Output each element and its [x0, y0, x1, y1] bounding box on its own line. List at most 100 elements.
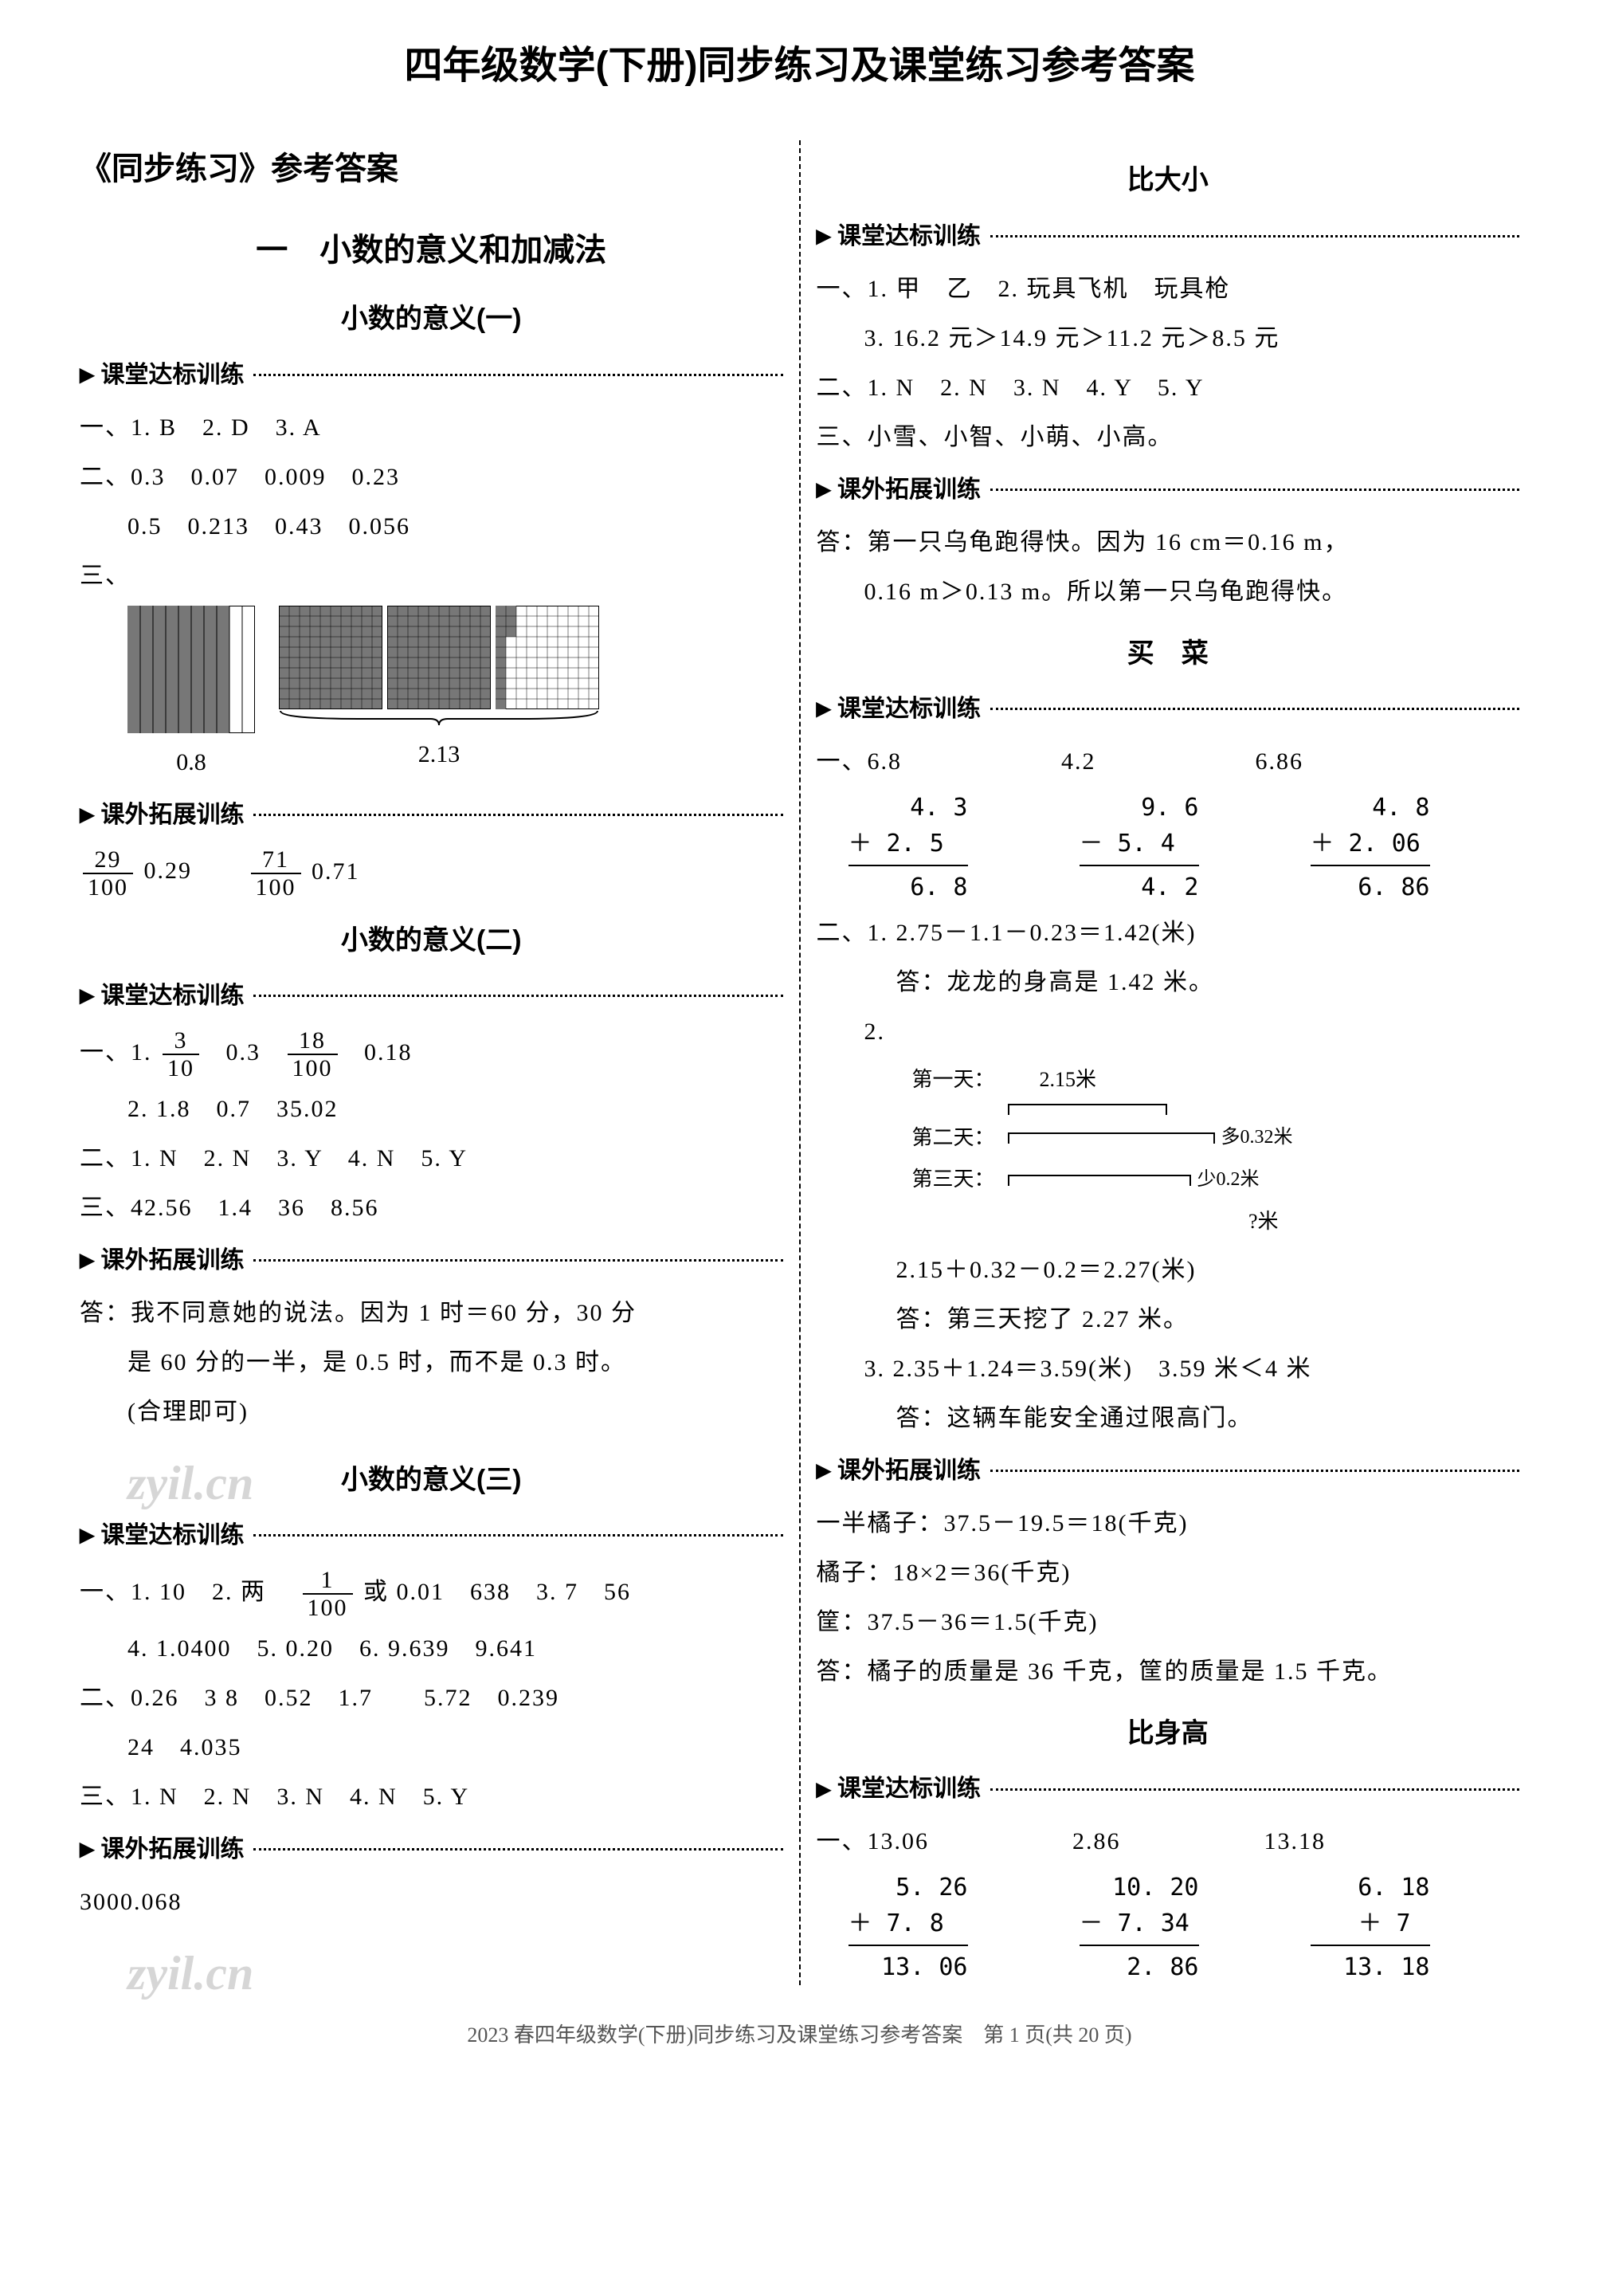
- answer-line: 一半橘子：37.5－19.5＝18(千克): [817, 1502, 1520, 1545]
- answer-line: 一、1. 310 0.3 18100 0.18: [80, 1027, 783, 1081]
- ext-training-head: 课外拓展训练: [80, 794, 783, 837]
- day-label: 第三天：: [912, 1161, 1008, 1199]
- section-heading: 小数的意义(二): [80, 916, 783, 965]
- denominator: 100: [83, 874, 133, 901]
- dot-leader: [253, 814, 782, 816]
- class-training-head: 课堂达标训练: [80, 1514, 783, 1557]
- answer-line: 三、42.56 1.4 36 8.56: [80, 1187, 783, 1230]
- denominator: 100: [303, 1595, 353, 1621]
- answer-line: 是 60 分的一半，是 0.5 时，而不是 0.3 时。: [80, 1341, 783, 1384]
- difference: 2. 86: [1080, 1949, 1199, 1985]
- class-training-head: 课堂达标训练: [817, 1768, 1520, 1811]
- subhead-label: 课外拓展训练: [837, 469, 981, 512]
- label: 一、1.: [80, 1039, 152, 1066]
- bar-icon: [1008, 1175, 1191, 1186]
- answer-line: 2.: [817, 1011, 1520, 1054]
- class-training-head: 课堂达标训练: [817, 688, 1520, 731]
- fraction: 29100: [83, 846, 133, 901]
- answer-line: 2. 1.8 0.7 35.02: [80, 1088, 783, 1131]
- book-title: 《同步练习》参考答案: [80, 140, 783, 198]
- label: 一、1. 10 2. 两: [80, 1579, 292, 1605]
- grid-diagrams: 0.8: [127, 606, 783, 784]
- denominator: 100: [251, 874, 301, 901]
- arithmetic-row: 5. 26 ＋ 7. 8 13. 06 10. 20 － 7. 34 2. 86…: [848, 1870, 1520, 1985]
- answer-line: 答：这辆车能安全通过限高门。: [817, 1397, 1520, 1440]
- subhead-label: 课堂达标训练: [837, 688, 981, 731]
- grid-svg: [496, 606, 599, 709]
- class-training-head: 课堂达标训练: [80, 354, 783, 397]
- left-column: 《同步练习》参考答案 一 小数的意义和加减法 小数的意义(一) 课堂达标训练 一…: [64, 140, 801, 1985]
- minuend: 10. 20: [1080, 1870, 1199, 1905]
- right-column: 比大小 课堂达标训练 一、1. 甲 乙 2. 玩具飞机 玩具枪 3. 16.2 …: [801, 140, 1536, 1985]
- value: 4.2: [1061, 740, 1096, 783]
- dot-leader: [990, 1788, 1519, 1791]
- grid-svg: [387, 606, 491, 709]
- day-note: 多0.32米: [1221, 1121, 1293, 1155]
- arithmetic-row: 4. 3 ＋ 2. 5 6. 8 9. 6 － 5. 4 4. 2 4. 8 ＋…: [848, 790, 1520, 905]
- dot-leader: [253, 1848, 782, 1851]
- ext-training-head: 课外拓展训练: [80, 1828, 783, 1871]
- answer-line: 答：龙龙的身高是 1.42 米。: [817, 961, 1520, 1004]
- numerator: 18: [288, 1027, 338, 1055]
- subhead-label: 课堂达标训练: [100, 1514, 244, 1557]
- subhead-label: 课堂达标训练: [837, 215, 981, 258]
- numerator: 1: [303, 1567, 353, 1595]
- answer-line: 2.15＋0.32－0.2＝2.27(米): [817, 1249, 1520, 1292]
- answer-line: 0.5 0.213 0.43 0.056: [80, 505, 783, 548]
- subhead-label: 课外拓展训练: [100, 794, 244, 837]
- brace-icon: [279, 709, 599, 725]
- dot-leader: [990, 235, 1519, 237]
- value: 一、6.8: [817, 740, 903, 783]
- grid-svg: [127, 606, 255, 733]
- answer-line: 0.16 m＞0.13 m。所以第一只乌龟跑得快。: [817, 571, 1520, 614]
- answer-line: 三、小雪、小智、小萌、小高。: [817, 416, 1520, 459]
- answer-line: 一、1. 10 2. 两 1100 或 0.01 638 3. 7 56: [80, 1567, 783, 1621]
- subtraction: 9. 6 － 5. 4 4. 2: [1080, 790, 1199, 905]
- answer-line: 一、13.06 2.86 13.18: [817, 1820, 1520, 1863]
- fraction: 1100: [303, 1567, 353, 1621]
- value: 0.18: [364, 1039, 413, 1066]
- grid-label: 0.8: [176, 741, 206, 784]
- addend: 5. 26: [848, 1870, 968, 1905]
- value: 或 0.01 638 3. 7 56: [363, 1579, 631, 1605]
- grid-svg: [279, 606, 382, 709]
- value: 0.3: [226, 1039, 261, 1066]
- dot-leader: [253, 374, 782, 376]
- page-footer: 2023 春四年级数学(下册)同步练习及课堂练习参考答案 第 1 页(共 20 …: [64, 2017, 1535, 2055]
- day-note: 少0.2米: [1197, 1163, 1260, 1197]
- subhead-label: 课堂达标训练: [837, 1768, 981, 1811]
- day-row: 第二天： 多0.32米: [912, 1120, 1520, 1157]
- answer-line: 29100 0.29 71100 0.71: [80, 846, 783, 901]
- class-training-head: 课堂达标训练: [80, 975, 783, 1018]
- value: 6.86: [1256, 740, 1304, 783]
- chapter-heading: 一 小数的意义和加减法: [80, 222, 783, 279]
- subhead-label: 课外拓展训练: [837, 1450, 981, 1493]
- dot-leader: [253, 1259, 782, 1262]
- fraction: 310: [163, 1027, 199, 1081]
- subtrahend: － 5. 4: [1080, 826, 1175, 861]
- answer-line: 答：我不同意她的说法。因为 1 时＝60 分，30 分: [80, 1292, 783, 1335]
- subtraction: 10. 20 － 7. 34 2. 86: [1080, 1870, 1199, 1985]
- numerator: 71: [251, 846, 301, 874]
- grid-2.13: 2.13: [279, 606, 599, 776]
- answer-line: 3. 16.2 元＞14.9 元＞11.2 元＞8.5 元: [817, 317, 1520, 360]
- dot-leader: [253, 995, 782, 997]
- fraction: 18100: [288, 1027, 338, 1081]
- section-heading: 比大小: [817, 156, 1520, 205]
- denominator: 10: [163, 1055, 199, 1081]
- value: 一、13.06: [817, 1820, 930, 1863]
- sum: 13. 18: [1311, 1949, 1430, 1985]
- answer-line: 橘子：18×2＝36(千克): [817, 1552, 1520, 1595]
- day-value: 2.15米: [1040, 1062, 1097, 1099]
- answer-line: 4. 1.0400 5. 0.20 6. 9.639 9.641: [80, 1627, 783, 1670]
- minuend: 9. 6: [1080, 790, 1199, 826]
- addend: ＋ 7: [1311, 1905, 1411, 1941]
- answer-line: 答：橘子的质量是 36 千克，筐的质量是 1.5 千克。: [817, 1650, 1520, 1694]
- numerator: 3: [163, 1027, 199, 1055]
- main-title: 四年级数学(下册)同步练习及课堂练习参考答案: [64, 32, 1535, 100]
- value: 0.71: [312, 858, 360, 884]
- answer-line: 3. 2.35＋1.24＝3.59(米) 3.59 米＜4 米: [817, 1348, 1520, 1391]
- subhead-label: 课外拓展训练: [100, 1239, 244, 1282]
- addend: 4. 8: [1311, 790, 1430, 826]
- subtrahend: － 7. 34: [1080, 1905, 1189, 1941]
